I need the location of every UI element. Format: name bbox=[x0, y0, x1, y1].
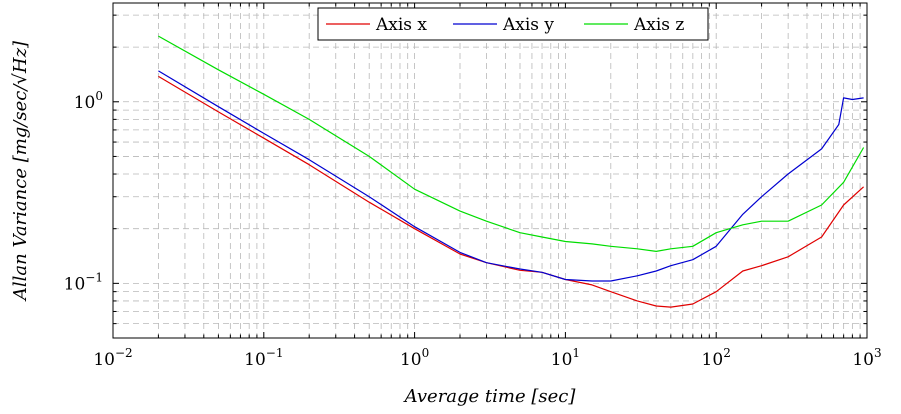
legend: Axis x Axis y Axis z bbox=[317, 7, 709, 41]
tick-labels: 10−2 10−1 100 101 102 103 10−1 100 bbox=[64, 89, 882, 370]
grid bbox=[112, 3, 868, 339]
legend-label-axis-z: Axis z bbox=[633, 15, 684, 35]
legend-box bbox=[317, 7, 709, 41]
series-line-axis-z bbox=[158, 35, 865, 252]
x-tick-label: 103 bbox=[852, 346, 881, 370]
series-line-axis-y bbox=[158, 70, 864, 282]
x-tick-label: 10−2 bbox=[93, 346, 132, 370]
y-axis-label: Allan Variance [mg/sec/√Hz] bbox=[10, 40, 31, 302]
y-tick-label: 10−1 bbox=[64, 270, 103, 294]
legend-label-axis-y: Axis y bbox=[502, 15, 554, 35]
ticks bbox=[112, 3, 868, 339]
x-tick-label: 102 bbox=[702, 346, 731, 370]
series-line-axis-x bbox=[158, 75, 865, 308]
x-axis-label: Average time [sec] bbox=[403, 386, 577, 407]
x-tick-label: 100 bbox=[400, 346, 429, 370]
x-tick-label: 10−1 bbox=[244, 346, 283, 370]
x-tick-label: 101 bbox=[551, 346, 580, 370]
plot-frame bbox=[112, 2, 868, 339]
legend-label-axis-x: Axis x bbox=[375, 15, 427, 35]
y-tick-label: 100 bbox=[74, 89, 103, 113]
series-layer bbox=[158, 35, 865, 308]
